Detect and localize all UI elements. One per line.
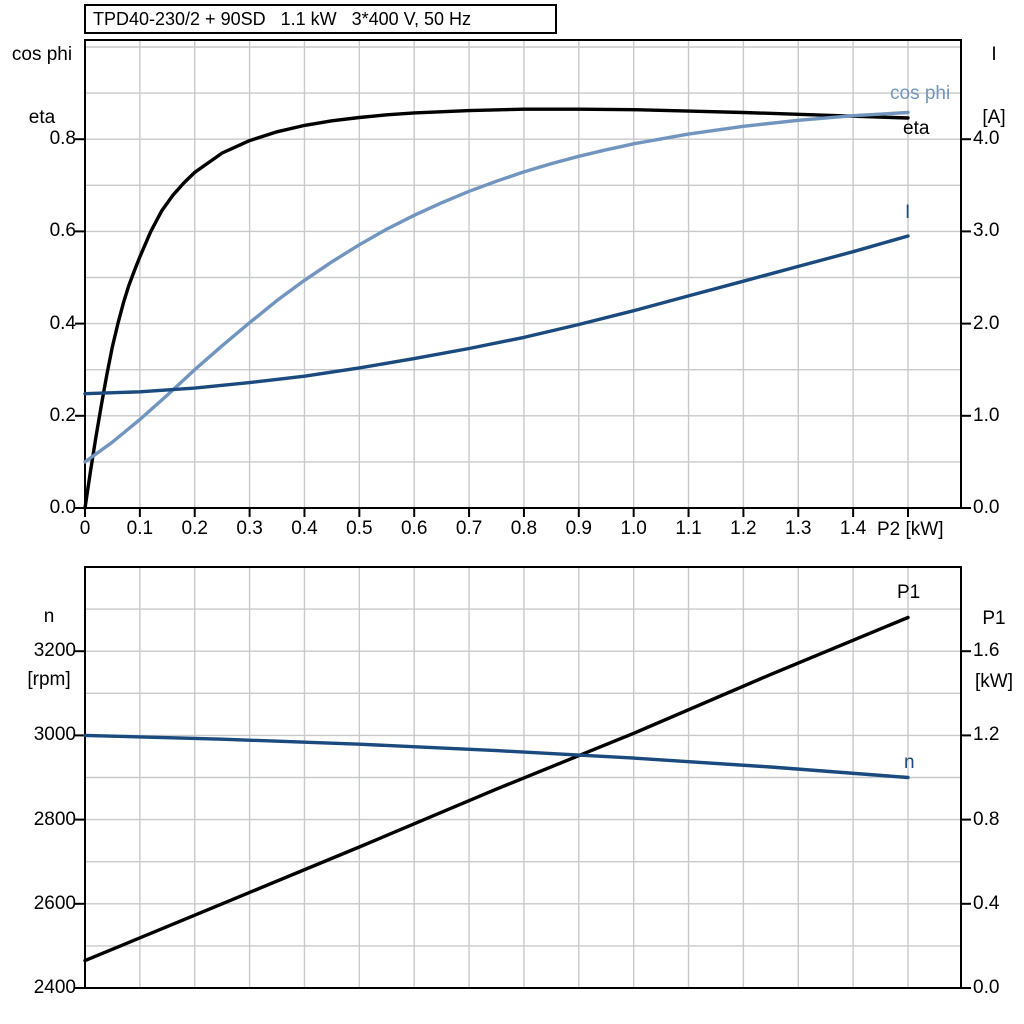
left-axis-tick-label: 0.0	[49, 497, 76, 518]
eta-curve	[83, 107, 910, 510]
x-axis-tick-label: 1.1	[675, 518, 702, 539]
right-axis-tick-label: 0.0	[973, 977, 1000, 998]
chart-title: TPD40-230/2 + 90SD 1.1 kW 3*400 V, 50 Hz	[84, 4, 557, 34]
top-right-axis-header-line1: I	[991, 44, 997, 65]
left-axis-tick-label: 3000	[33, 724, 76, 746]
left-axis-tick-label: 0.8	[49, 128, 76, 150]
P1-curve	[83, 615, 910, 963]
right-axis-tick-label: 2.0	[973, 312, 1000, 334]
left-axis-tick-label: 2600	[33, 892, 76, 914]
right-axis-tick-label: 0.8	[973, 808, 1000, 830]
cos-phi-curve-label: cos phi	[890, 83, 951, 104]
plot-frame	[84, 566, 962, 989]
right-axis-tick-label: 0.0	[973, 497, 1000, 518]
left-axis-tick-label: 0.4	[49, 312, 76, 334]
x-axis-tick-label: 0.8	[510, 518, 538, 539]
right-axis-tick-label: 0.4	[973, 892, 1000, 914]
left-axis-tick-label: 0.2	[49, 404, 76, 426]
left-axis-tick-label: 3200	[33, 640, 76, 662]
cos phi-curve	[83, 110, 910, 464]
top-left-axis-header: cos phi eta	[4, 2, 80, 170]
right-axis-tick-label: 3.0	[973, 220, 1000, 242]
x-axis-tick-label: 0.3	[236, 518, 263, 539]
right-axis-tick-label: 1.2	[973, 724, 1000, 746]
right-axis-tick-label: 1.6	[973, 640, 1000, 662]
right-axis-tick-label: 4.0	[973, 128, 1000, 150]
top-left-axis-header-line1: cos phi	[11, 44, 73, 65]
x-axis-tick-label: 0	[79, 518, 91, 539]
x-axis-tick-label: 0.6	[400, 518, 428, 539]
bottom-left-axis-header: n [rpm]	[16, 564, 82, 732]
eta-curve-label: eta	[903, 118, 930, 139]
left-axis-tick-label: 0.6	[49, 220, 76, 242]
top-right-axis-header-line2: [A]	[982, 107, 1006, 128]
top-left-axis-header-line2: eta	[28, 107, 56, 128]
plot-frame	[84, 39, 962, 509]
left-axis-tick-label: 2400	[33, 977, 76, 998]
x-axis-tick-label: 1.3	[785, 518, 812, 539]
x-axis-tick-label: 1.0	[620, 518, 647, 539]
x-axis-tick-label: 0.9	[565, 518, 592, 539]
current-curve-label: I	[905, 202, 911, 223]
x-axis-tick-label: 0.2	[181, 518, 208, 539]
x-axis-tick-label: 0.1	[126, 518, 154, 539]
x-axis-tick-label: 0.4	[291, 518, 318, 539]
x-axis-tick-label: 1.4	[839, 518, 867, 539]
n-curve-label: n	[904, 752, 915, 773]
bottom-right-axis-header: P1 [kW]	[964, 566, 1024, 734]
bottom-right-axis-header-line1: P1	[982, 608, 1006, 629]
right-axis-tick-label: 1.0	[973, 404, 1000, 426]
n-curve	[83, 733, 910, 780]
x-axis-tick-label: 0.5	[346, 518, 373, 539]
x-axis-unit-label: P2 [kW]	[877, 519, 944, 540]
p1-curve-label: P1	[897, 582, 921, 603]
bottom-left-axis-header-line2: [rpm]	[27, 669, 71, 690]
bottom-right-axis-header-line2: [kW]	[975, 671, 1013, 692]
I-curve	[83, 234, 910, 396]
top-right-axis-header: I [A]	[966, 2, 1022, 170]
x-axis-tick-label: 0.7	[455, 518, 483, 539]
x-axis-tick-label: 1.2	[730, 518, 757, 539]
bottom-left-axis-header-line1: n	[43, 606, 55, 627]
left-axis-tick-label: 2800	[33, 808, 76, 830]
